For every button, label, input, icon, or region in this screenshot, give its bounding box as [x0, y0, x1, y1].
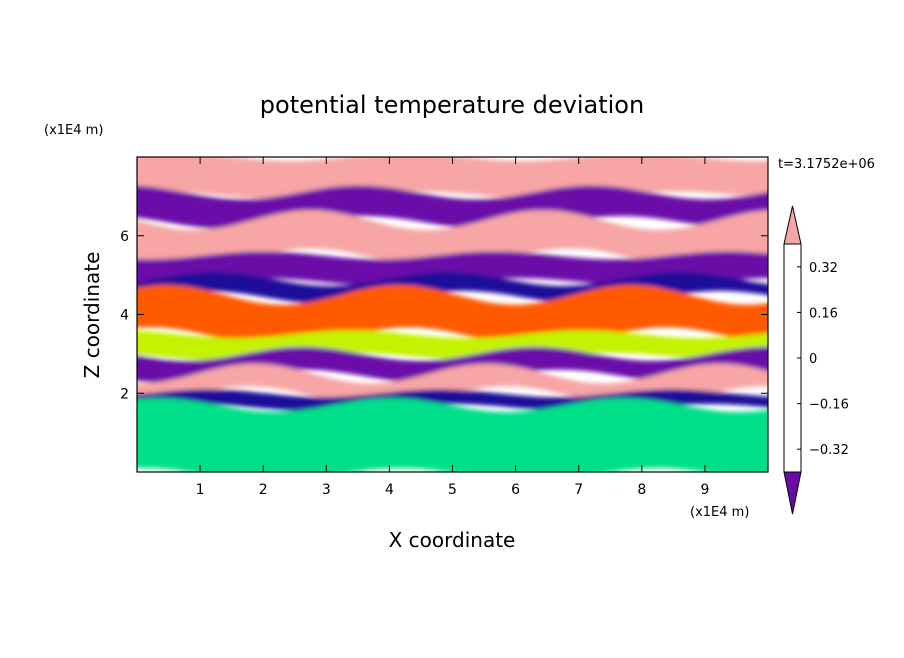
x-tick-label: 4 — [385, 482, 394, 498]
timestamp-label: t=3.1752e+06 — [778, 157, 875, 172]
y-axis: 2 4 6 — [120, 229, 768, 402]
y-axis-label: Z coordinate — [80, 252, 104, 379]
x-tick-label: 5 — [448, 482, 457, 498]
y-tick-label: 2 — [120, 386, 129, 402]
colorbar-tick-label: −0.16 — [809, 398, 849, 413]
x-tick-label: 2 — [259, 482, 268, 498]
heatmap-field — [137, 157, 768, 472]
x-tick-label: 9 — [700, 482, 709, 498]
field-band — [137, 210, 768, 269]
x-tick-label: 6 — [511, 482, 520, 498]
field-band — [137, 398, 768, 472]
field-band — [137, 346, 768, 384]
colorbar-tick-label: 0 — [809, 352, 817, 367]
y-tick-label: 6 — [120, 229, 129, 245]
colorbar-over-triangle — [783, 205, 802, 245]
field-band — [137, 251, 768, 287]
y-tick-label: 4 — [120, 308, 129, 324]
x-tick-label: 8 — [637, 482, 646, 498]
colorbar-under-triangle — [783, 471, 802, 515]
colorbar-tick-label: 0.16 — [809, 306, 838, 321]
x-unit-label: (x1E4 m) — [690, 505, 749, 520]
colorbar: 0.32 0.16 0 −0.16 −0.32 — [783, 205, 849, 515]
colorbar-tick-label: 0.32 — [809, 261, 838, 276]
chart-title: potential temperature deviation — [260, 91, 644, 119]
colorbar-tick-label: −0.32 — [809, 443, 849, 458]
y-unit-label: (x1E4 m) — [44, 123, 103, 138]
x-tick-label: 1 — [196, 482, 205, 498]
x-tick-label: 3 — [322, 482, 331, 498]
x-axis-label: X coordinate — [389, 528, 516, 552]
x-axis: 1 2 3 4 5 6 7 8 9 — [196, 157, 709, 498]
x-tick-label: 7 — [574, 482, 583, 498]
